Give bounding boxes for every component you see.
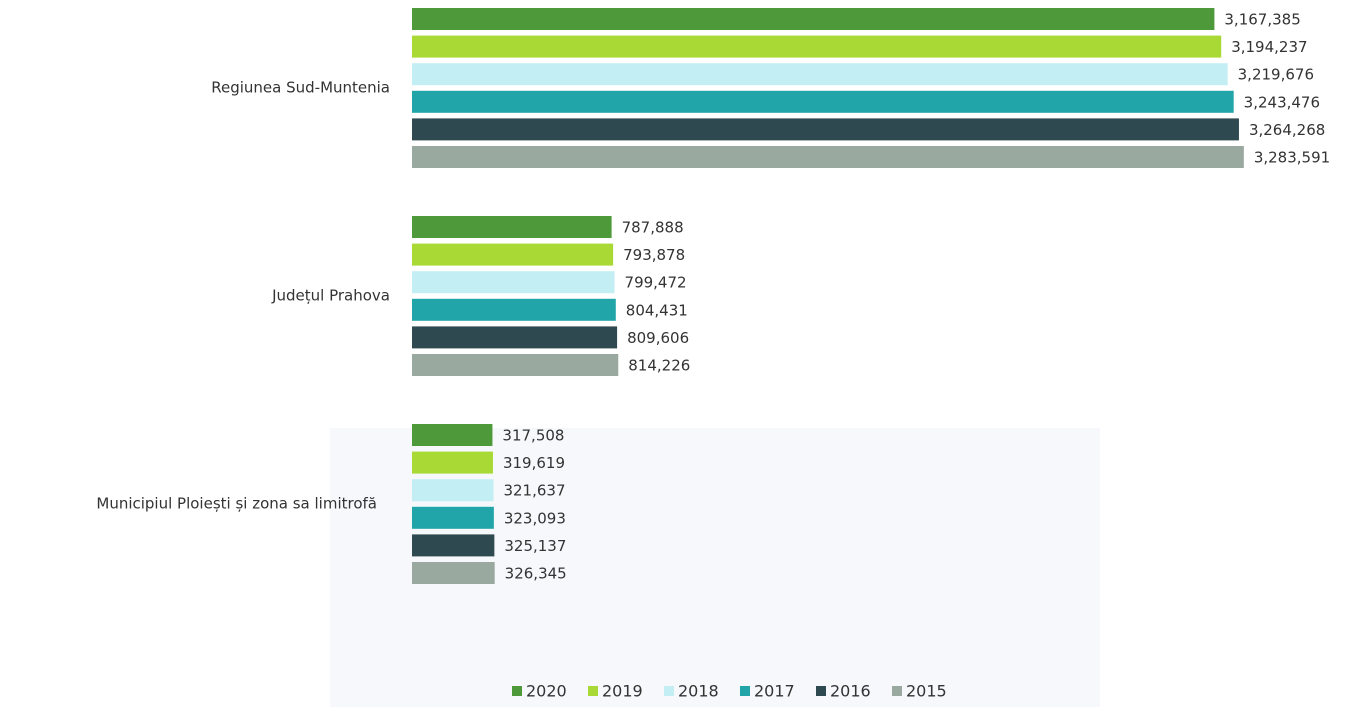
legend-label: 2020 [526, 682, 567, 701]
bar [412, 506, 494, 529]
bar [412, 63, 1228, 86]
value-label: 319,619 [503, 454, 565, 472]
bar [412, 90, 1234, 113]
bar [412, 243, 614, 266]
value-label: 793,878 [623, 246, 685, 264]
bar [412, 298, 616, 321]
legend-swatch [892, 686, 902, 696]
category-label: Regiunea Sud-Muntenia [211, 78, 390, 96]
bar [412, 451, 493, 474]
legend-swatch [664, 686, 674, 696]
value-label: 3,167,385 [1224, 11, 1300, 29]
legend-swatch [512, 686, 522, 696]
value-label: 804,431 [626, 301, 688, 319]
legend-label: 2015 [906, 682, 947, 701]
bar [412, 271, 615, 294]
legend-swatch [588, 686, 598, 696]
bar [412, 35, 1222, 58]
legend-label: 2018 [678, 682, 719, 701]
legend-swatch [740, 686, 750, 696]
value-label: 3,194,237 [1231, 38, 1307, 56]
value-label: 3,264,268 [1249, 121, 1325, 139]
bar [412, 216, 612, 238]
value-label: 323,093 [504, 509, 566, 527]
value-label: 3,283,591 [1254, 149, 1330, 167]
value-label: 809,606 [627, 329, 689, 347]
category-label: Municipiul Ploiești și zona sa limitrofă [96, 494, 377, 512]
legend-label: 2017 [754, 682, 795, 701]
bar [412, 8, 1215, 30]
bar [412, 118, 1239, 141]
value-label: 3,219,676 [1238, 66, 1314, 84]
value-label: 787,888 [622, 219, 684, 237]
value-label: 3,243,476 [1244, 93, 1320, 111]
value-label: 326,345 [505, 565, 567, 583]
bar [412, 534, 495, 557]
legend-label: 2019 [602, 682, 643, 701]
value-label: 317,508 [502, 427, 564, 445]
value-label: 321,637 [503, 482, 565, 500]
value-label: 814,226 [628, 357, 690, 375]
bar [412, 326, 618, 349]
category-label: Județul Prahova [271, 286, 390, 304]
bar [412, 354, 619, 376]
bar [412, 479, 494, 502]
bar [412, 146, 1244, 168]
bar [412, 424, 493, 446]
value-label: 325,137 [504, 537, 566, 555]
legend-label: 2016 [830, 682, 871, 701]
legend-swatch [816, 686, 826, 696]
value-label: 799,472 [625, 274, 687, 292]
bar [412, 562, 495, 584]
